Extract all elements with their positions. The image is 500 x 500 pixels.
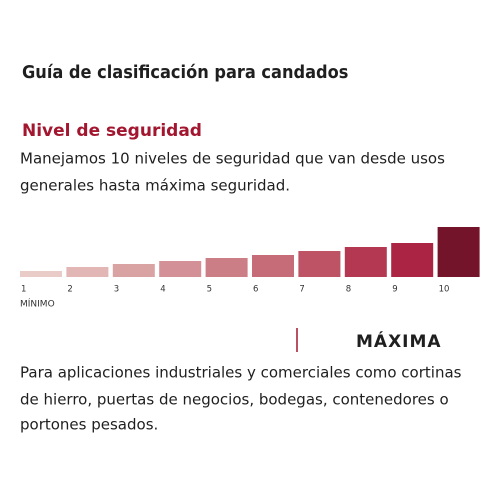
level-number: 5 <box>207 285 212 295</box>
body-line: de hierro, puertas de negocios, bodegas,… <box>20 391 449 409</box>
level-bar <box>66 267 109 277</box>
description-line: generales hasta máxima seguridad. <box>20 177 290 195</box>
body-line: Para aplicaciones industriales y comerci… <box>20 364 462 382</box>
level-number: 8 <box>346 285 351 295</box>
level-bar <box>20 271 62 277</box>
level-number: 2 <box>67 285 72 295</box>
level-number: 7 <box>299 285 304 295</box>
level-bar <box>344 247 387 277</box>
level-bar <box>112 264 155 277</box>
level-bar <box>205 258 248 277</box>
level-bar <box>252 255 294 277</box>
level-number: 6 <box>253 285 258 295</box>
level-number: 10 <box>439 285 450 295</box>
body-line: portones pesados. <box>20 416 158 434</box>
level-number: 4 <box>160 285 165 295</box>
page-title: Guía de clasificación para candados <box>22 62 348 83</box>
level-name: MÁXIMA <box>356 330 442 352</box>
level-number: 9 <box>392 285 397 295</box>
description-line: Manejamos 10 niveles de seguridad que va… <box>20 150 445 168</box>
level-bar <box>437 227 480 277</box>
level-bar <box>159 261 202 277</box>
level-number: 3 <box>114 285 119 295</box>
level-bar <box>391 243 434 277</box>
section-title: Nivel de seguridad <box>22 121 202 141</box>
level-number: 1 <box>21 285 26 295</box>
level-bar <box>298 251 341 277</box>
level-scale: 1 2 3 4 5 6 7 8 9 10 <box>20 227 480 295</box>
min-label: MÍNIMO <box>20 298 55 310</box>
